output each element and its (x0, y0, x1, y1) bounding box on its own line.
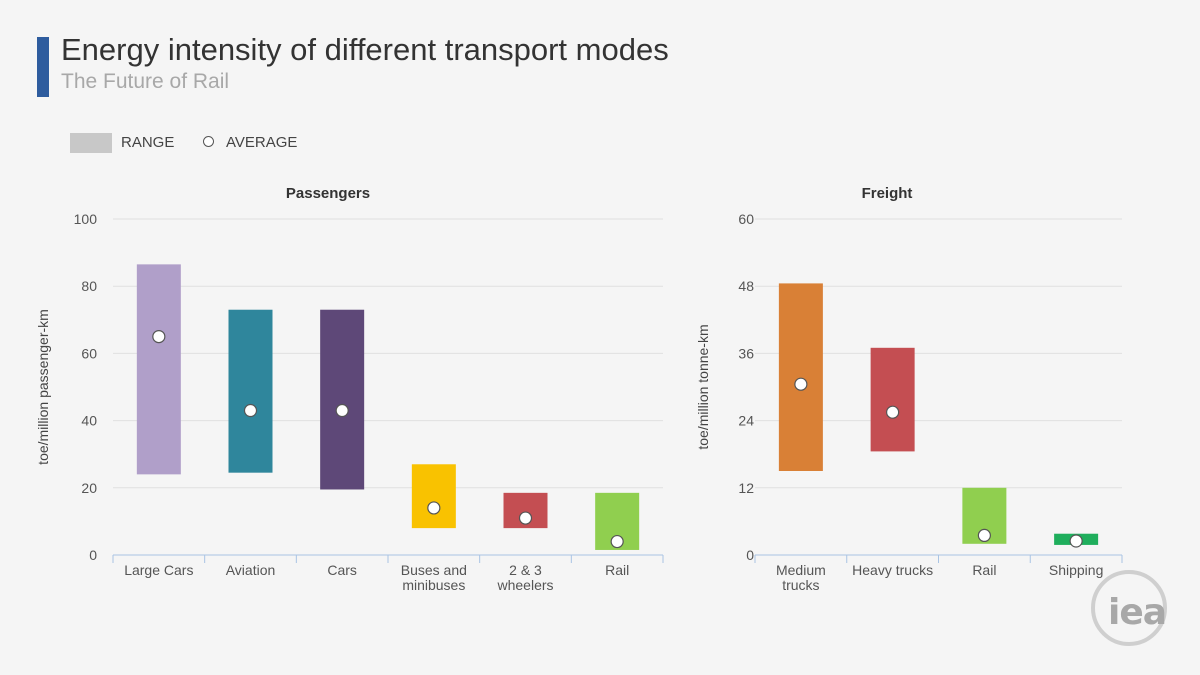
freight-y-tick-label: 36 (738, 345, 754, 361)
passengers-x-tick-label: Rail (605, 562, 629, 578)
passengers-y-tick-label: 20 (81, 480, 97, 496)
freight-y-tick-label: 24 (738, 413, 754, 429)
freight-chart-title: Freight (862, 185, 913, 202)
passengers-y-tick-label: 100 (74, 211, 98, 227)
freight-x-tick-label: Medium (776, 562, 826, 578)
iea-logo (1091, 570, 1167, 646)
passengers-range-bar (136, 264, 181, 475)
passengers-chart-title: Passengers (286, 185, 370, 202)
freight-x-tick-label: Heavy trucks (852, 562, 933, 578)
passengers-y-tick-label: 0 (89, 547, 97, 563)
freight-y-tick-label: 48 (738, 278, 754, 294)
legend-range-swatch (70, 133, 112, 153)
freight-average-marker (886, 405, 900, 419)
legend-average-label[interactable]: AVERAGE (226, 134, 298, 151)
passengers-x-tick-label: 2 & 3 (509, 562, 542, 578)
freight-y-axis-label: toe/million tonne-km (695, 324, 711, 449)
freight-average-marker (977, 528, 991, 543)
freight-y-tick-label: 12 (738, 480, 754, 496)
freight-range-bar (778, 283, 823, 471)
passengers-y-tick-label: 40 (81, 413, 97, 429)
passengers-average-marker (243, 403, 258, 418)
freight-x-tick-label: Rail (972, 562, 996, 578)
passengers-range-bar (411, 464, 456, 529)
passengers-y-tick-label: 80 (81, 278, 97, 294)
passengers-average-marker (610, 534, 624, 549)
passengers-x-tick-label: Cars (327, 562, 357, 578)
passengers-average-marker (335, 403, 349, 418)
passengers-x-tick-label: wheelers (496, 577, 553, 593)
freight-average-marker (794, 377, 808, 391)
passengers-x-tick-label: minibuses (402, 577, 465, 593)
legend-range-label[interactable]: RANGE (121, 134, 175, 151)
passengers-range-bar (228, 309, 273, 473)
iea-logo-text: iea (1108, 592, 1167, 633)
passengers-x-tick-label: Buses and (401, 562, 467, 578)
passengers-y-axis-label: toe/million passenger-km (35, 309, 51, 465)
freight-x-tick-label: trucks (782, 577, 819, 593)
freight-average-marker (1069, 534, 1083, 548)
freight-x-tick-label: Shipping (1049, 562, 1104, 578)
passengers-range-bar (320, 309, 365, 490)
passengers-x-tick-label: Large Cars (124, 562, 193, 578)
freight-range-bar (870, 347, 915, 452)
freight-y-tick-label: 0 (746, 547, 754, 563)
passengers-x-tick-label: Aviation (226, 562, 276, 578)
passengers-average-marker (427, 501, 441, 515)
page-subtitle: The Future of Rail (61, 70, 230, 93)
passengers-y-tick-label: 60 (81, 345, 97, 361)
page-title: Energy intensity of different transport … (61, 32, 669, 67)
title-accent-bar (37, 37, 49, 97)
passengers-average-marker (518, 511, 533, 525)
passengers-average-marker (152, 330, 166, 344)
legend-average-marker (203, 136, 214, 147)
freight-y-tick-label: 60 (738, 211, 754, 227)
